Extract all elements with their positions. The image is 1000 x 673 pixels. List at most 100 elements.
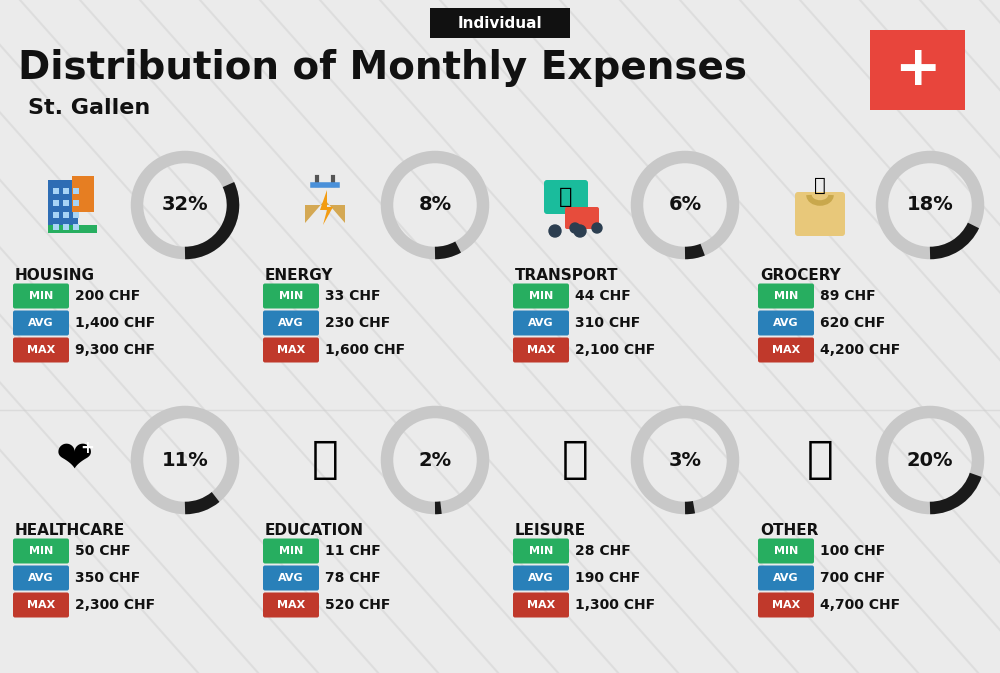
FancyBboxPatch shape — [565, 207, 599, 229]
Text: MAX: MAX — [772, 345, 800, 355]
FancyBboxPatch shape — [52, 212, 58, 218]
Text: 1,600 CHF: 1,600 CHF — [325, 343, 405, 357]
Text: 44 CHF: 44 CHF — [575, 289, 631, 303]
FancyBboxPatch shape — [72, 212, 78, 218]
Text: MAX: MAX — [27, 600, 55, 610]
Text: +: + — [894, 43, 941, 97]
Text: MAX: MAX — [277, 345, 305, 355]
Text: 200 CHF: 200 CHF — [75, 289, 140, 303]
FancyBboxPatch shape — [13, 310, 69, 336]
FancyBboxPatch shape — [72, 188, 78, 194]
Text: 100 CHF: 100 CHF — [820, 544, 885, 558]
Text: 1,400 CHF: 1,400 CHF — [75, 316, 155, 330]
Text: HEALTHCARE: HEALTHCARE — [15, 523, 125, 538]
Text: MIN: MIN — [529, 291, 553, 301]
Circle shape — [570, 223, 580, 233]
FancyBboxPatch shape — [263, 592, 319, 618]
FancyBboxPatch shape — [13, 283, 69, 308]
Text: MAX: MAX — [527, 345, 555, 355]
Circle shape — [549, 225, 561, 237]
FancyBboxPatch shape — [62, 201, 68, 206]
Text: 🛍️: 🛍️ — [562, 439, 588, 481]
FancyBboxPatch shape — [52, 188, 58, 194]
Text: 50 CHF: 50 CHF — [75, 544, 131, 558]
Text: 6%: 6% — [668, 195, 702, 215]
Text: 28 CHF: 28 CHF — [575, 544, 631, 558]
FancyBboxPatch shape — [263, 310, 319, 336]
FancyBboxPatch shape — [62, 188, 68, 194]
Text: 2,300 CHF: 2,300 CHF — [75, 598, 155, 612]
Text: MAX: MAX — [277, 600, 305, 610]
Text: AVG: AVG — [773, 318, 799, 328]
FancyBboxPatch shape — [513, 565, 569, 590]
Text: 2,100 CHF: 2,100 CHF — [575, 343, 655, 357]
FancyBboxPatch shape — [758, 565, 814, 590]
FancyBboxPatch shape — [513, 337, 569, 363]
Circle shape — [574, 225, 586, 237]
Text: 🚌: 🚌 — [559, 187, 573, 207]
Text: 11 CHF: 11 CHF — [325, 544, 381, 558]
FancyBboxPatch shape — [263, 538, 319, 563]
Text: ENERGY: ENERGY — [265, 268, 334, 283]
FancyBboxPatch shape — [52, 224, 58, 230]
Text: St. Gallen: St. Gallen — [28, 98, 150, 118]
FancyBboxPatch shape — [13, 592, 69, 618]
FancyBboxPatch shape — [430, 8, 570, 38]
Text: 230 CHF: 230 CHF — [325, 316, 390, 330]
Text: MIN: MIN — [279, 291, 303, 301]
Text: AVG: AVG — [528, 573, 554, 583]
Polygon shape — [320, 190, 333, 225]
Text: 4,200 CHF: 4,200 CHF — [820, 343, 900, 357]
FancyBboxPatch shape — [870, 30, 965, 110]
FancyBboxPatch shape — [758, 592, 814, 618]
FancyBboxPatch shape — [263, 565, 319, 590]
Text: 32%: 32% — [162, 195, 208, 215]
Text: 20%: 20% — [907, 450, 953, 470]
Text: TRANSPORT: TRANSPORT — [515, 268, 618, 283]
Text: 700 CHF: 700 CHF — [820, 571, 885, 585]
FancyBboxPatch shape — [263, 283, 319, 308]
Text: MAX: MAX — [27, 345, 55, 355]
FancyBboxPatch shape — [62, 224, 68, 230]
Circle shape — [592, 223, 602, 233]
Text: Distribution of Monthly Expenses: Distribution of Monthly Expenses — [18, 49, 747, 87]
Text: 620 CHF: 620 CHF — [820, 316, 885, 330]
FancyBboxPatch shape — [758, 310, 814, 336]
Text: MIN: MIN — [29, 546, 53, 556]
FancyBboxPatch shape — [72, 201, 78, 206]
FancyBboxPatch shape — [758, 337, 814, 363]
Text: AVG: AVG — [773, 573, 799, 583]
Polygon shape — [305, 200, 345, 223]
Text: MIN: MIN — [529, 546, 553, 556]
Text: GROCERY: GROCERY — [760, 268, 841, 283]
Text: AVG: AVG — [278, 573, 304, 583]
FancyBboxPatch shape — [795, 192, 845, 236]
Text: 🎓: 🎓 — [312, 439, 338, 481]
Text: 11%: 11% — [162, 450, 208, 470]
FancyBboxPatch shape — [72, 176, 94, 212]
FancyBboxPatch shape — [513, 538, 569, 563]
Text: MAX: MAX — [772, 600, 800, 610]
Text: MIN: MIN — [279, 546, 303, 556]
Text: 190 CHF: 190 CHF — [575, 571, 640, 585]
Text: 8%: 8% — [418, 195, 452, 215]
Text: Individual: Individual — [458, 15, 542, 30]
Text: MAX: MAX — [527, 600, 555, 610]
FancyBboxPatch shape — [13, 538, 69, 563]
Text: 78 CHF: 78 CHF — [325, 571, 381, 585]
Text: AVG: AVG — [278, 318, 304, 328]
FancyBboxPatch shape — [758, 538, 814, 563]
FancyBboxPatch shape — [13, 337, 69, 363]
Text: OTHER: OTHER — [760, 523, 818, 538]
Text: 👛: 👛 — [807, 439, 833, 481]
FancyBboxPatch shape — [48, 180, 78, 229]
Text: AVG: AVG — [28, 318, 54, 328]
Text: EDUCATION: EDUCATION — [265, 523, 364, 538]
FancyBboxPatch shape — [263, 337, 319, 363]
Text: 4,700 CHF: 4,700 CHF — [820, 598, 900, 612]
Text: AVG: AVG — [28, 573, 54, 583]
FancyBboxPatch shape — [513, 283, 569, 308]
Text: 9,300 CHF: 9,300 CHF — [75, 343, 155, 357]
FancyBboxPatch shape — [48, 225, 97, 233]
Text: 3%: 3% — [668, 450, 702, 470]
